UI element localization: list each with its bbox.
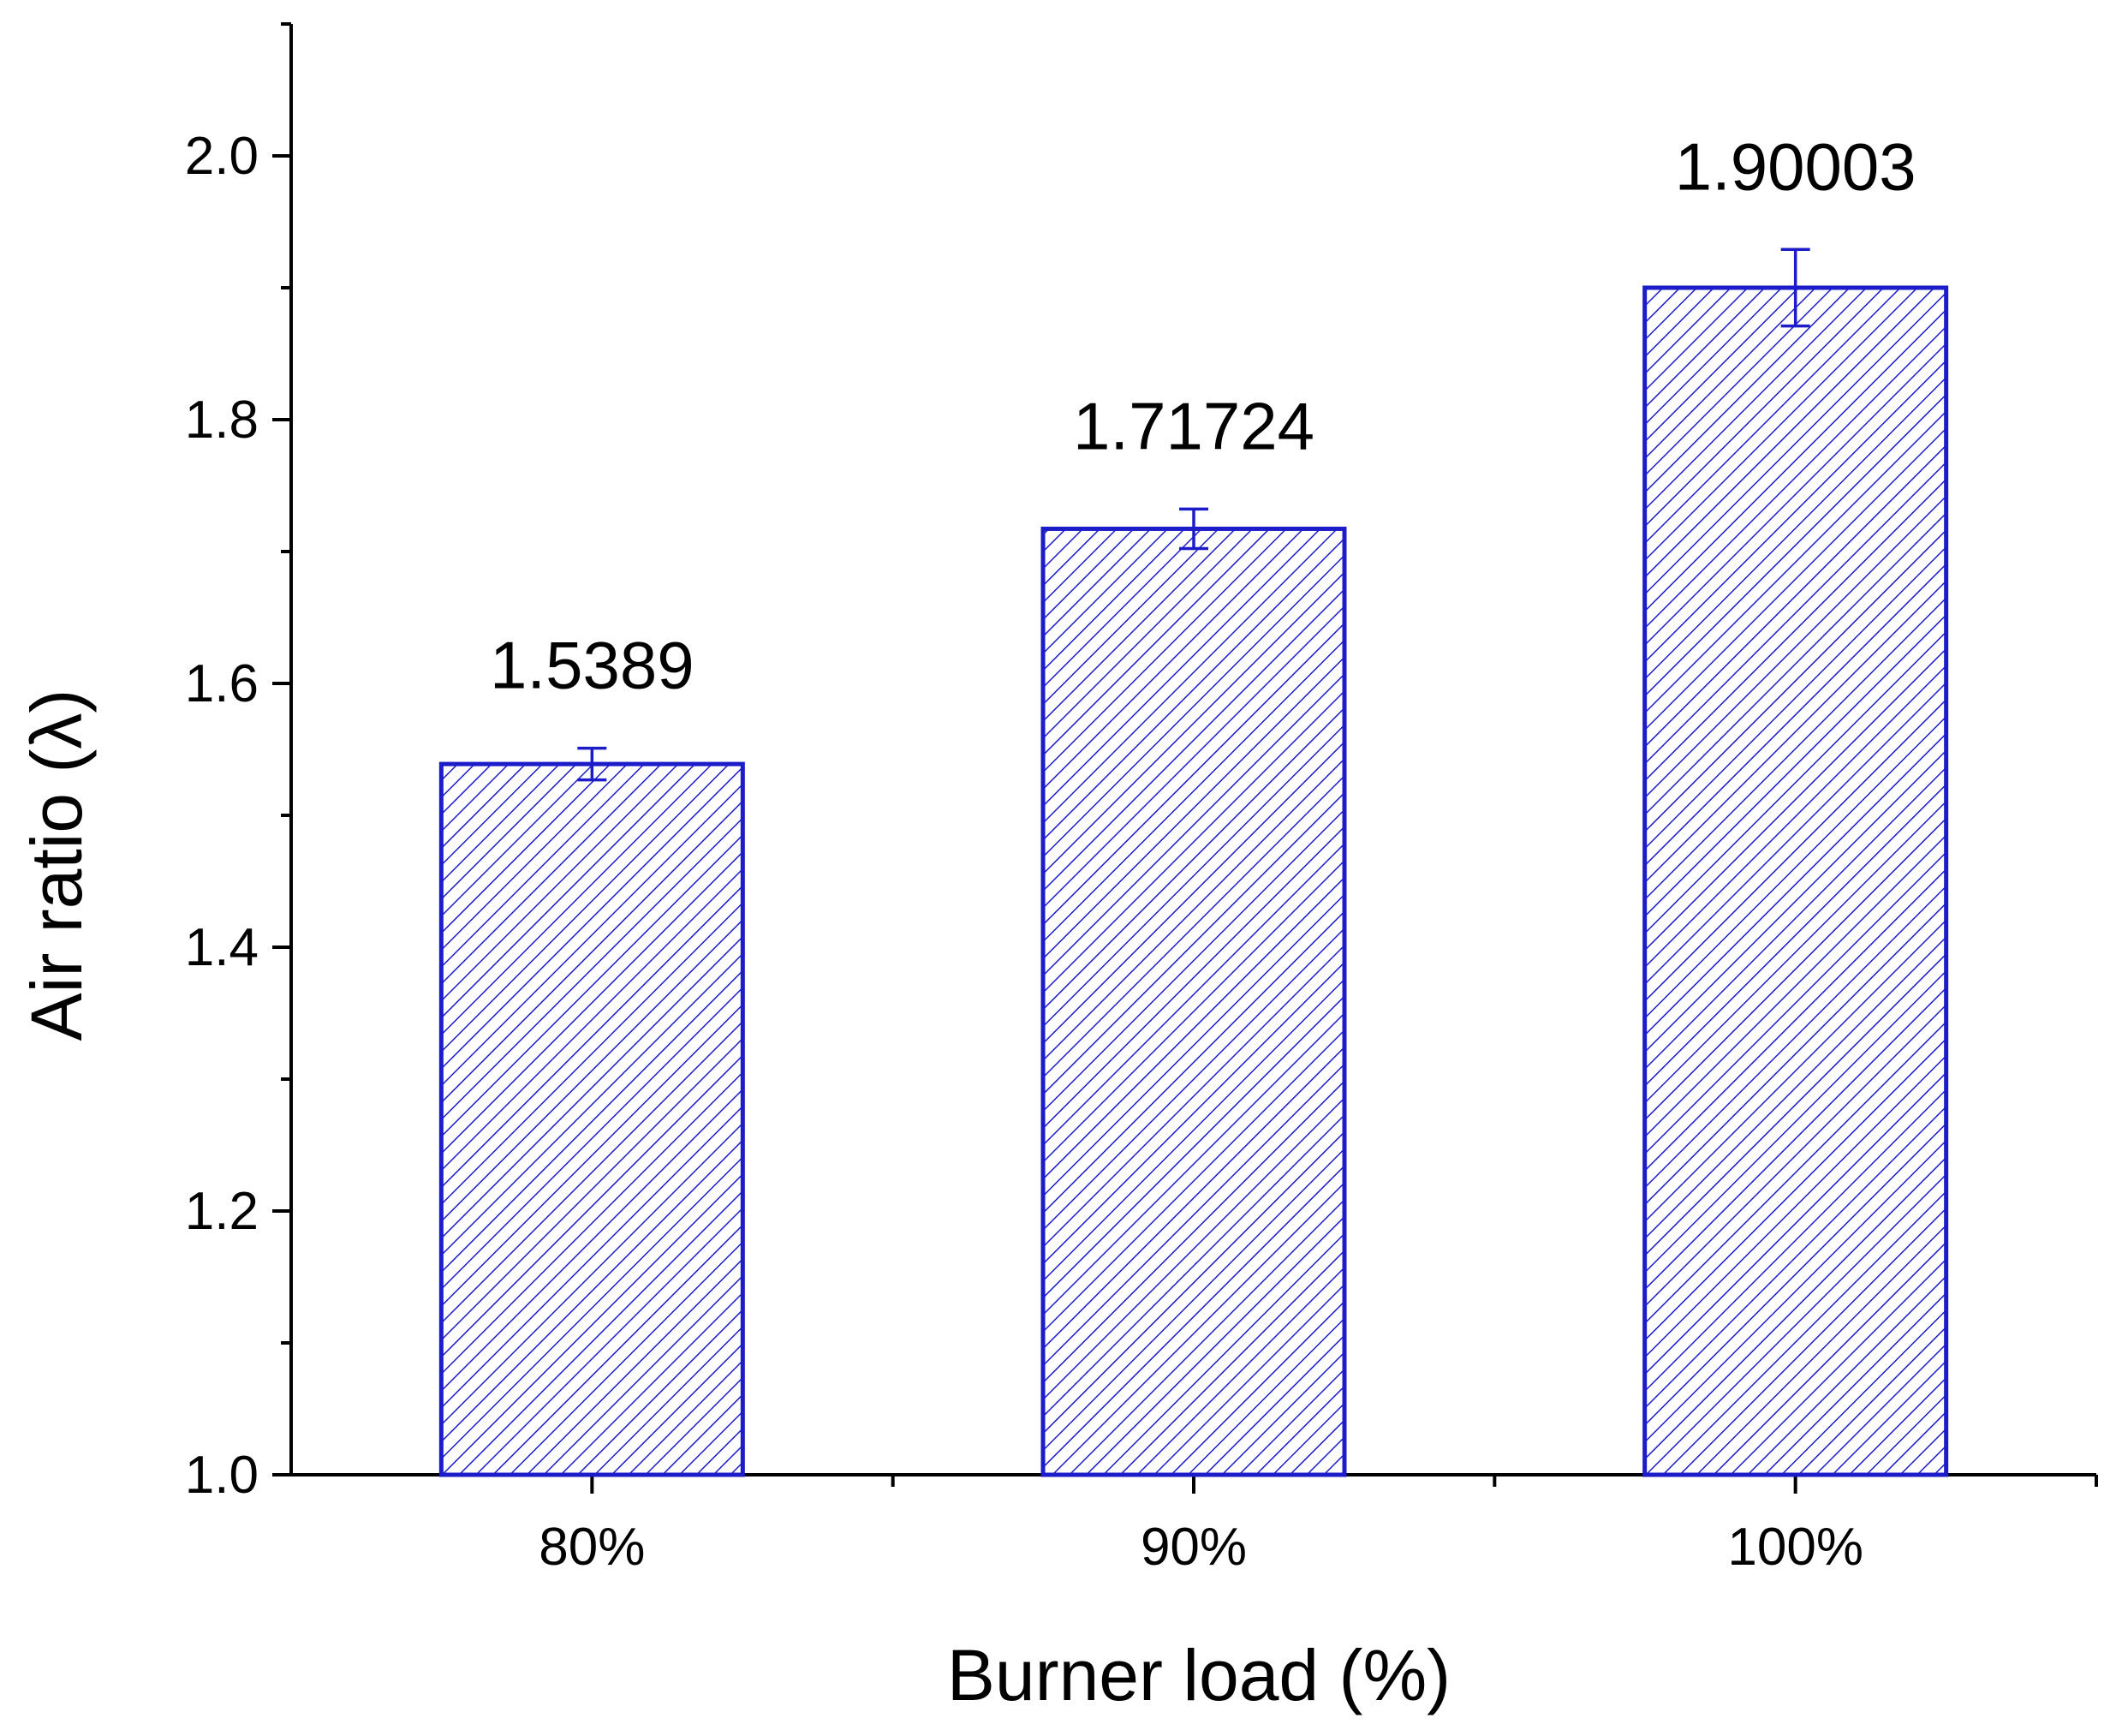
bar	[1040, 526, 1347, 1477]
bars	[438, 248, 1949, 1477]
x-tick-label: 100%	[1727, 1518, 1863, 1577]
axes: 1.0 1.2 1.4 1.6 1.8 2.0 80% 90% 100%	[185, 22, 2098, 1577]
y-tick-label: 2.0	[185, 127, 259, 186]
bar	[1642, 285, 1949, 1477]
x-tick-label: 90%	[1141, 1518, 1247, 1577]
data-label: 1.71724	[1073, 388, 1314, 463]
y-tick-label: 1.2	[185, 1182, 259, 1241]
bar	[438, 761, 745, 1477]
y-tick-label: 1.4	[185, 918, 259, 977]
x-tick-label: 80%	[539, 1518, 645, 1577]
x-axis-title: Burner load (%)	[947, 1635, 1451, 1715]
y-tick-label: 1.6	[185, 654, 259, 713]
y-axis-title: Air ratio (λ)	[16, 689, 97, 1041]
y-tick-label: 1.8	[185, 391, 259, 450]
y-tick-label: 1.0	[185, 1446, 259, 1505]
data-label: 1.90003	[1675, 128, 1916, 204]
data-label: 1.5389	[490, 628, 694, 703]
labels: 1.5389 1.71724 1.90003	[490, 128, 1916, 702]
